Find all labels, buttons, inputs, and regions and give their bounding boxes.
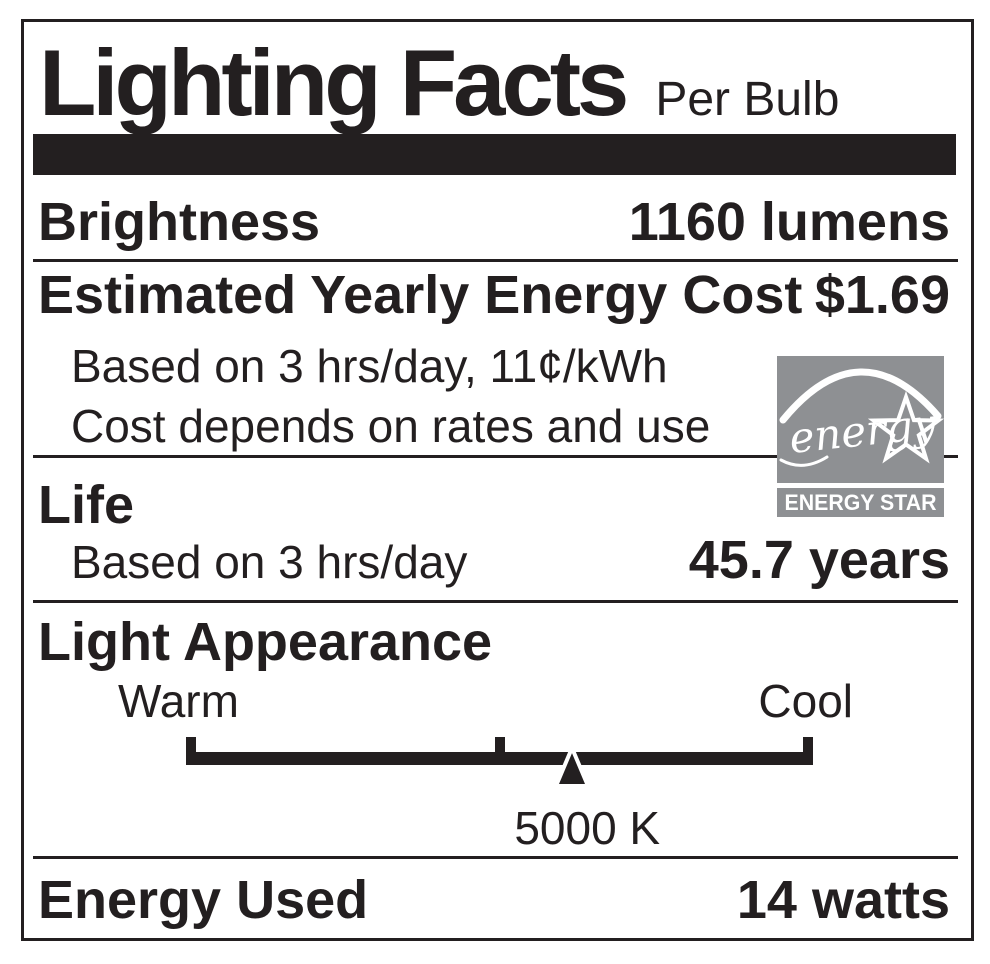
energy-star-star-icon bbox=[867, 390, 944, 464]
label-title: Lighting Facts bbox=[39, 30, 629, 135]
warm-cool-row: Warm Cool bbox=[38, 678, 950, 724]
energy-used-row: Energy Used 14 watts bbox=[38, 873, 950, 927]
scale-left-tick bbox=[186, 737, 196, 765]
energy-cost-value: $1.69 bbox=[814, 265, 950, 325]
kelvin-value: 5000 K bbox=[514, 802, 661, 854]
color-temperature-scale bbox=[186, 737, 813, 788]
divider-3 bbox=[33, 600, 958, 603]
label-header: Lighting Facts Per Bulb bbox=[39, 36, 839, 130]
energy-used-label: Energy Used bbox=[38, 870, 369, 930]
energy-star-arch bbox=[779, 368, 942, 424]
divider-1 bbox=[33, 259, 958, 262]
life-value: 45.7 years bbox=[688, 530, 950, 590]
energy-star-flourish bbox=[779, 455, 829, 467]
cct-marker-triangle-icon bbox=[553, 746, 592, 788]
life-label: Life bbox=[38, 475, 135, 535]
header-bar bbox=[33, 134, 956, 175]
divider-2 bbox=[33, 455, 958, 458]
life-row: Based on 3 hrs/day 45.7 years bbox=[38, 533, 950, 587]
energy-cost-note: Cost depends on rates and use bbox=[71, 400, 711, 452]
label-subtitle: Per Bulb bbox=[655, 73, 840, 126]
cool-label: Cool bbox=[758, 675, 853, 727]
warm-label: Warm bbox=[118, 675, 239, 727]
energy-cost-row: Estimated Yearly Energy Cost $1.69 bbox=[38, 268, 950, 322]
kelvin-row: 5000 K bbox=[186, 805, 813, 851]
energy-star-logo: energy ENERGY STAR bbox=[777, 356, 944, 517]
brightness-row: Brightness 1160 lumens bbox=[38, 195, 950, 249]
energy-cost-label: Estimated Yearly Energy Cost bbox=[38, 265, 803, 325]
life-basis: Based on 3 hrs/day bbox=[71, 536, 468, 588]
scale-bar bbox=[186, 752, 813, 765]
brightness-value: 1160 lumens bbox=[628, 192, 950, 252]
scale-right-tick bbox=[803, 737, 813, 765]
energy-star-wordmark-bar bbox=[777, 488, 944, 517]
brightness-label: Brightness bbox=[38, 192, 321, 252]
energy-star-wordmark: ENERGY STAR bbox=[785, 490, 937, 515]
light-appearance-label: Light Appearance bbox=[38, 612, 493, 672]
energy-cost-basis: Based on 3 hrs/day, 11¢/kWh bbox=[71, 340, 668, 392]
energy-used-value: 14 watts bbox=[736, 870, 950, 930]
scale-mid-tick bbox=[494, 737, 505, 765]
divider-4 bbox=[33, 856, 958, 859]
